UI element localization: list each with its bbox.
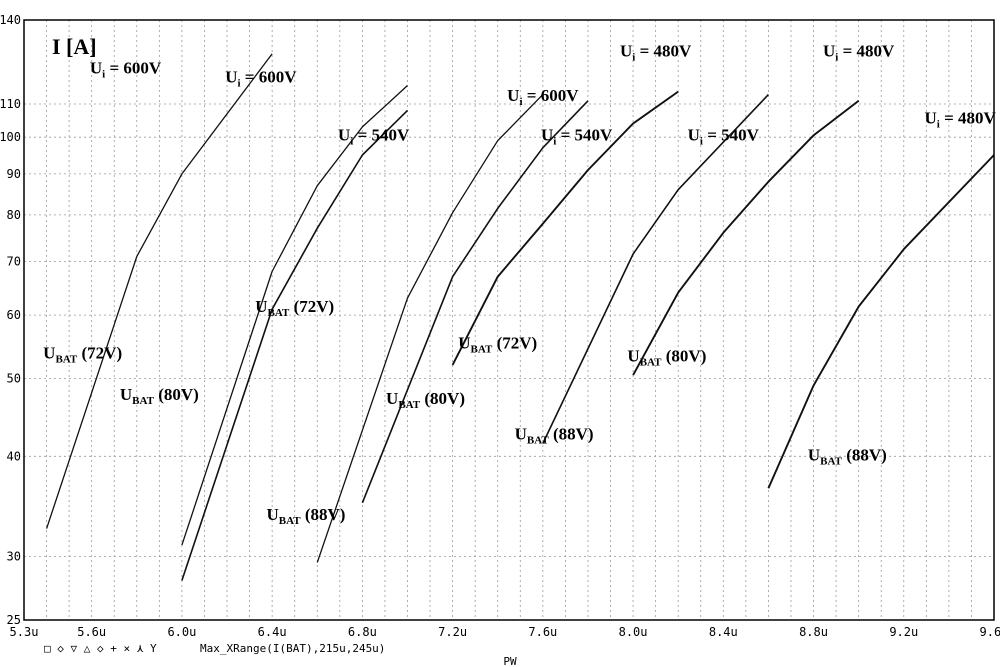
x-tick-label: 5.6u [77, 625, 106, 639]
y-tick-label: 70 [7, 254, 21, 268]
annotations: Ui = 600V Ui = 600V Ui = 600V Ui = 540V Ui =… [43, 42, 996, 527]
curve-annotation: Ui = 480V [925, 109, 997, 131]
x-tick-label: 6.4u [258, 625, 287, 639]
curve-annotation: UBAT (80V) [120, 385, 199, 407]
x-tick-label: 8.8u [799, 625, 828, 639]
x-tick-labels: 5.3u 5.6u 6.0u 6.4u 6.8u 7.2u 7.6u 8.0u 8.4u 8.8u… [10, 625, 1000, 639]
y-tick-label: 50 [7, 372, 21, 386]
y-tick-label: 100 [0, 130, 21, 144]
curve-annotation: Ui = 600V [90, 59, 162, 81]
series-line [181, 109, 409, 581]
series-line [451, 90, 679, 366]
x-tick-label: 6.8u [348, 625, 377, 639]
series-line [632, 100, 860, 376]
series-line [316, 94, 544, 563]
y-tick-label: 90 [7, 167, 21, 181]
x-tick-label: 7.6u [528, 625, 557, 639]
curve-annotation: Ui = 600V [225, 68, 297, 90]
curve-annotation: Ui = 540V [688, 126, 760, 148]
x-tick-label: 5.3u [10, 625, 39, 639]
x-tick-label: 9.2u [889, 625, 918, 639]
curve-annotation: Ui = 480V [823, 42, 895, 64]
curve-annotation: Ui = 540V [338, 126, 410, 148]
curve-annotation: UBAT (80V) [386, 389, 465, 411]
curve-annotation: UBAT (80V) [627, 347, 706, 369]
curve-annotation: UBAT (72V) [255, 297, 334, 319]
y-tick-label: 40 [7, 449, 21, 463]
x-tick-label: 9.6u [980, 625, 1000, 639]
y-tick-label: 25 [7, 613, 21, 627]
x-tick-label: 8.0u [619, 625, 648, 639]
y-tick-labels: 25 30 40 50 60 70 80 90 100 110 140 [0, 13, 21, 627]
series-line [45, 53, 273, 529]
series-lines [45, 53, 995, 581]
plot-frame [23, 19, 995, 621]
x-tick-label: 8.4u [709, 625, 738, 639]
x-tick-label: 6.0u [167, 625, 196, 639]
curve-annotation: UBAT (72V) [458, 334, 537, 356]
trace-expression[interactable]: Max_XRange(I(BAT),215u,245u) [200, 642, 385, 655]
curve-annotation: UBAT (88V) [515, 424, 594, 446]
y-tick-label: 60 [7, 308, 21, 322]
x-tick-label: 7.2u [438, 625, 467, 639]
curve-annotation: UBAT (88V) [267, 505, 346, 527]
y-tick-label: 80 [7, 208, 21, 222]
x-axis-label: PW [503, 655, 517, 667]
y-tick-label: 110 [0, 97, 21, 111]
series-line [767, 154, 995, 489]
y-axis-label: I [A] [52, 34, 97, 59]
trace-markers: □ ◇ ▽ △ ◇ + × ⋏ Y [44, 642, 157, 655]
series-line [542, 94, 769, 444]
curve-annotation: UBAT (88V) [808, 446, 887, 468]
series-line [361, 100, 589, 504]
grid [23, 19, 995, 621]
curve-annotation: Ui = 540V [541, 126, 613, 148]
curve-annotation: Ui = 600V [507, 86, 579, 108]
curve-annotation: UBAT (72V) [43, 343, 122, 365]
y-tick-label: 140 [0, 13, 21, 27]
y-tick-label: 30 [7, 550, 21, 564]
series-line [181, 85, 408, 546]
curve-annotation: Ui = 480V [620, 42, 692, 64]
